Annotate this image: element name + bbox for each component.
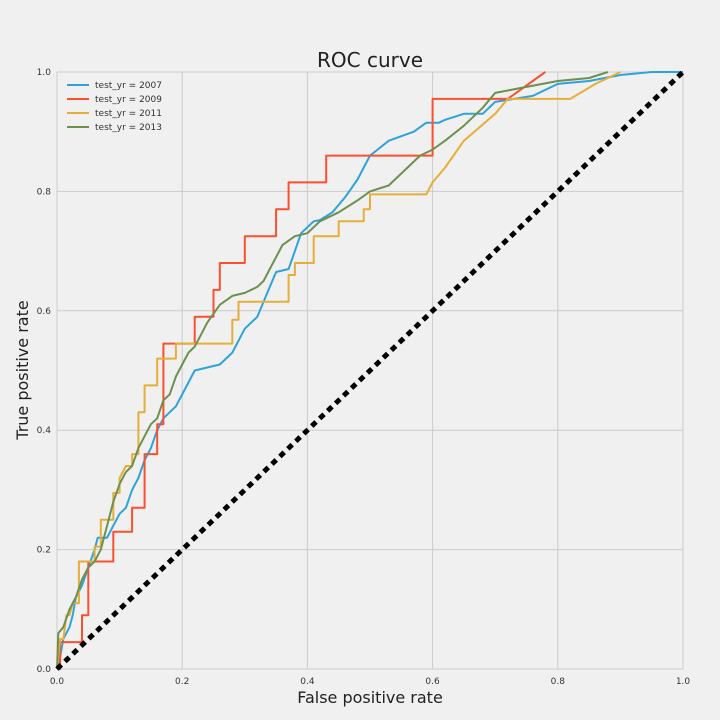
legend-label: test_yr = 2011: [95, 109, 162, 119]
series-line: [56, 71, 609, 670]
x-tick-label: 1.0: [676, 677, 691, 687]
x-tick-label: 0.8: [551, 677, 566, 687]
y-tick-label: 0.8: [37, 187, 52, 197]
x-tick-label: 0.0: [50, 677, 65, 687]
x-axis-title: False positive rate: [297, 688, 443, 707]
diagonal-reference-line: [55, 70, 685, 671]
tick-labels: 0.0 0.2 0.4 0.6 0.8 1.0 0.0 0.2 0.4 0.6 0.8 1.0: [37, 68, 691, 687]
legend-label: test_yr = 2007: [95, 81, 162, 91]
legend-label: test_yr = 2013: [95, 123, 162, 133]
y-tick-label: 0.4: [37, 426, 52, 436]
legend: test_yr = 2007 test_yr = 2009 test_yr = 20…: [67, 81, 162, 133]
y-tick-label: 0.0: [37, 665, 52, 675]
y-axis-title: True positive rate: [13, 300, 32, 440]
y-tick-label: 0.6: [37, 307, 52, 317]
chart-title: ROC curve: [317, 48, 423, 72]
x-tick-label: 0.6: [425, 677, 440, 687]
x-tick-label: 0.4: [300, 677, 315, 687]
series-line: [56, 71, 621, 670]
series-lines: [55, 70, 685, 671]
y-tick-label: 1.0: [37, 68, 52, 78]
x-tick-label: 0.2: [175, 677, 189, 687]
y-tick-label: 0.2: [37, 546, 51, 556]
legend-label: test_yr = 2009: [95, 95, 162, 105]
